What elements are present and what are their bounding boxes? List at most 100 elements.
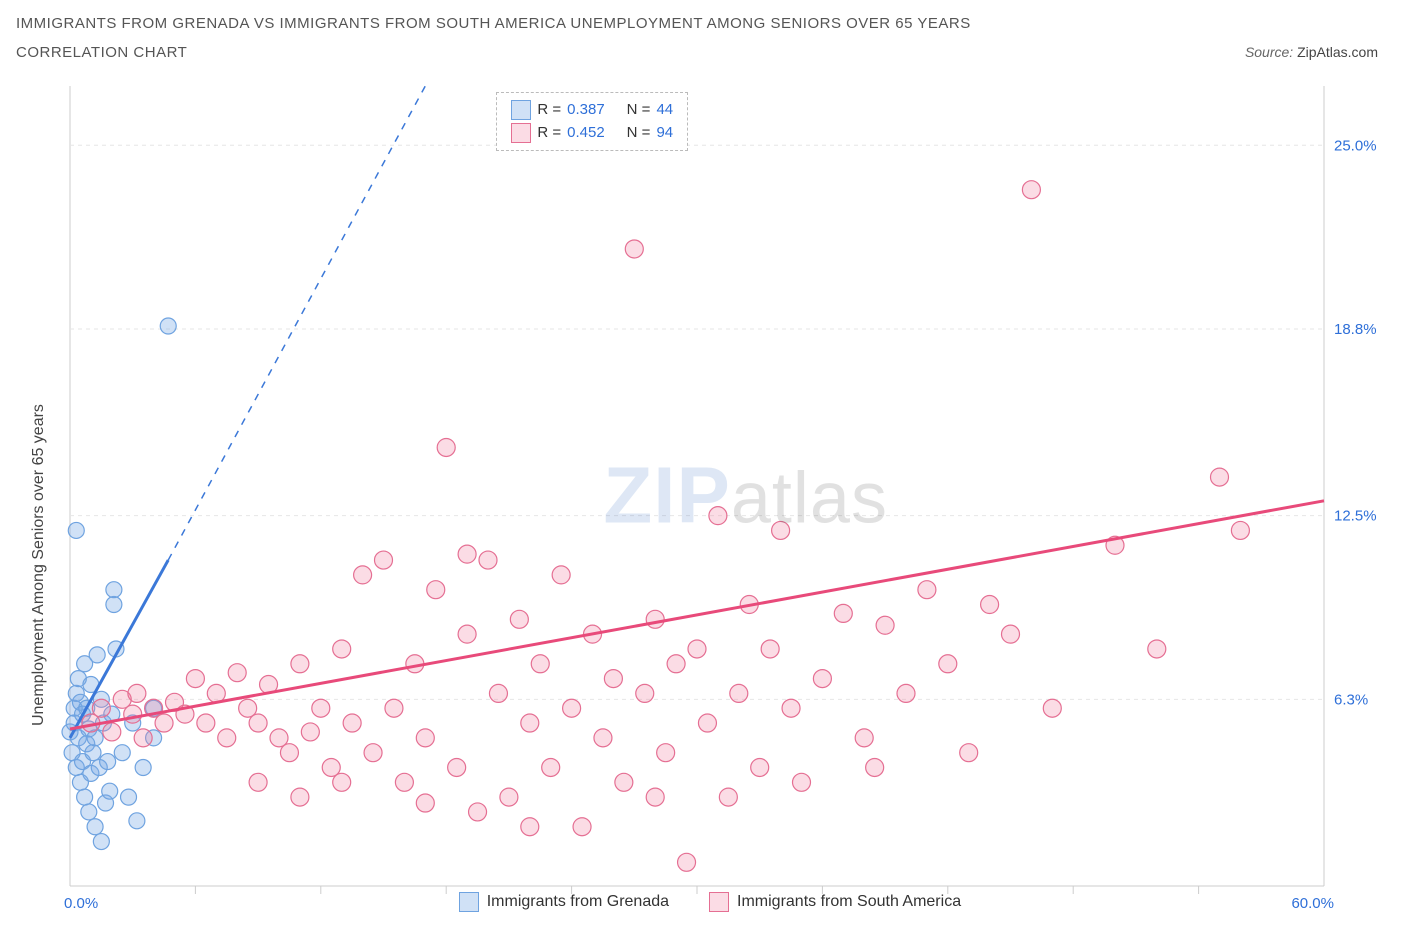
- data-point-south_america: [128, 684, 146, 702]
- data-point-grenada: [121, 789, 137, 805]
- data-point-south_america: [667, 655, 685, 673]
- trend-line-south_america: [70, 501, 1324, 729]
- data-point-south_america: [479, 551, 497, 569]
- data-point-grenada: [160, 318, 176, 334]
- series-legend-item: Immigrants from Grenada: [459, 892, 669, 912]
- data-point-south_america: [489, 684, 507, 702]
- data-point-south_america: [751, 758, 769, 776]
- data-point-grenada: [106, 597, 122, 613]
- data-point-south_america: [385, 699, 403, 717]
- data-point-south_america: [448, 758, 466, 776]
- x-tick-label: 60.0%: [1291, 895, 1334, 912]
- data-point-grenada: [77, 789, 93, 805]
- data-point-grenada: [68, 522, 84, 538]
- stats-legend-row: R =0.387N =44: [511, 99, 673, 122]
- data-point-grenada: [102, 783, 118, 799]
- data-point-grenada: [87, 819, 103, 835]
- y-tick-label: 25.0%: [1334, 137, 1377, 154]
- legend-r-value: 0.387: [567, 99, 605, 122]
- legend-n-value: 94: [656, 122, 673, 145]
- data-point-south_america: [375, 551, 393, 569]
- data-point-south_america: [510, 610, 528, 628]
- data-point-grenada: [89, 647, 105, 663]
- data-point-south_america: [134, 729, 152, 747]
- data-point-south_america: [866, 758, 884, 776]
- y-tick-label: 12.5%: [1334, 508, 1377, 525]
- data-point-south_america: [834, 604, 852, 622]
- data-point-south_america: [197, 714, 215, 732]
- data-point-grenada: [114, 745, 130, 761]
- data-point-south_america: [761, 640, 779, 658]
- data-point-south_america: [155, 714, 173, 732]
- source-label: Source:: [1245, 44, 1297, 60]
- series-legend-label: Immigrants from South America: [737, 893, 961, 910]
- data-point-south_america: [437, 438, 455, 456]
- data-point-south_america: [918, 581, 936, 599]
- data-point-grenada: [129, 813, 145, 829]
- data-point-south_america: [427, 581, 445, 599]
- data-point-south_america: [291, 655, 309, 673]
- data-point-south_america: [458, 625, 476, 643]
- data-point-grenada: [135, 759, 151, 775]
- data-point-south_america: [364, 744, 382, 762]
- data-point-south_america: [1002, 625, 1020, 643]
- data-point-south_america: [124, 705, 142, 723]
- stats-legend-box: R =0.387N =44R =0.452N =94: [496, 92, 688, 151]
- legend-r-label: R =: [537, 122, 561, 145]
- data-point-south_america: [1211, 468, 1229, 486]
- data-point-south_america: [343, 714, 361, 732]
- data-point-south_america: [1043, 699, 1061, 717]
- data-point-south_america: [333, 773, 351, 791]
- series-legend: Immigrants from Grenada Immigrants from S…: [459, 892, 961, 912]
- data-point-south_america: [249, 773, 267, 791]
- data-point-south_america: [782, 699, 800, 717]
- data-point-south_america: [719, 788, 737, 806]
- legend-swatch: [459, 892, 479, 912]
- data-point-south_america: [678, 853, 696, 871]
- data-point-grenada: [85, 745, 101, 761]
- data-point-south_america: [709, 507, 727, 525]
- data-point-south_america: [354, 566, 372, 584]
- data-point-south_america: [291, 788, 309, 806]
- data-point-south_america: [249, 714, 267, 732]
- data-point-south_america: [1148, 640, 1166, 658]
- source-value: ZipAtlas.com: [1297, 44, 1378, 60]
- data-point-south_america: [280, 744, 298, 762]
- data-point-south_america: [604, 670, 622, 688]
- data-point-south_america: [312, 699, 330, 717]
- data-point-south_america: [730, 684, 748, 702]
- legend-n-label: N =: [627, 122, 651, 145]
- legend-n-value: 44: [656, 99, 673, 122]
- data-point-south_america: [594, 729, 612, 747]
- data-point-south_america: [531, 655, 549, 673]
- data-point-south_america: [876, 616, 894, 634]
- data-point-south_america: [186, 670, 204, 688]
- legend-n-label: N =: [627, 99, 651, 122]
- data-point-south_america: [698, 714, 716, 732]
- trend-line-dashed-grenada: [168, 86, 425, 560]
- data-point-grenada: [100, 754, 116, 770]
- data-point-south_america: [615, 773, 633, 791]
- legend-swatch: [709, 892, 729, 912]
- data-point-grenada: [81, 804, 97, 820]
- data-point-south_america: [688, 640, 706, 658]
- data-point-south_america: [939, 655, 957, 673]
- data-point-south_america: [469, 803, 487, 821]
- source-attribution: Source: ZipAtlas.com: [1245, 44, 1378, 60]
- data-point-south_america: [855, 729, 873, 747]
- data-point-south_america: [960, 744, 978, 762]
- data-point-south_america: [793, 773, 811, 791]
- data-point-south_america: [92, 699, 110, 717]
- data-point-south_america: [521, 714, 539, 732]
- data-point-south_america: [333, 640, 351, 658]
- chart-container: 6.3%12.5%18.8%25.0%0.0%60.0% ZIPatlas R …: [16, 80, 1390, 920]
- data-point-south_america: [500, 788, 518, 806]
- data-point-south_america: [563, 699, 581, 717]
- data-point-south_america: [521, 818, 539, 836]
- data-point-south_america: [1022, 181, 1040, 199]
- data-point-south_america: [981, 596, 999, 614]
- data-point-south_america: [813, 670, 831, 688]
- y-tick-label: 6.3%: [1334, 691, 1368, 708]
- data-point-grenada: [93, 834, 109, 850]
- data-point-south_america: [103, 723, 121, 741]
